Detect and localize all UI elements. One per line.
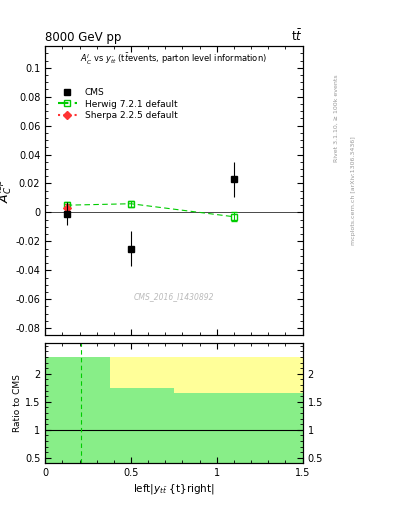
Legend: CMS, Herwig 7.2.1 default, Sherpa 2.2.5 default: CMS, Herwig 7.2.1 default, Sherpa 2.2.5 … — [54, 84, 181, 124]
Text: t$\bar{t}$: t$\bar{t}$ — [291, 28, 303, 44]
Text: Rivet 3.1.10, ≥ 100k events: Rivet 3.1.10, ≥ 100k events — [334, 75, 338, 162]
X-axis label: left$|y_{t\bar{t}}$ {t}right$|$: left$|y_{t\bar{t}}$ {t}right$|$ — [133, 482, 215, 497]
Text: mcplots.cern.ch [arXiv:1306.3436]: mcplots.cern.ch [arXiv:1306.3436] — [351, 136, 356, 245]
Text: 8000 GeV pp: 8000 GeV pp — [45, 31, 121, 44]
Text: CMS_2016_I1430892: CMS_2016_I1430892 — [134, 292, 214, 301]
Text: $A^l_C$ vs $y_{\bar{t}t}$ (t$\bar{t}$events, parton level information): $A^l_C$ vs $y_{\bar{t}t}$ (t$\bar{t}$eve… — [81, 52, 267, 67]
Y-axis label: $A^{lep}_{C}$: $A^{lep}_{C}$ — [0, 178, 14, 203]
Y-axis label: Ratio to CMS: Ratio to CMS — [13, 374, 22, 432]
